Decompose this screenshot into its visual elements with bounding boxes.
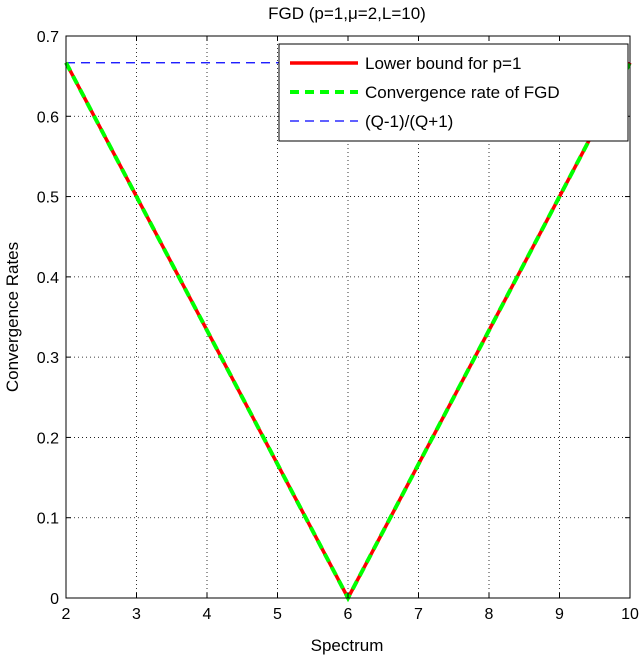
y-tick-label-2: 0.2 — [37, 430, 59, 447]
y-tick-label-6: 0.6 — [37, 109, 59, 126]
legend: Lower bound for p=1 Convergence rate of F… — [279, 44, 628, 141]
x-tick-label-8: 10 — [621, 606, 639, 623]
x-tick-label-1: 3 — [132, 606, 141, 623]
y-tick-label-0: 0 — [50, 591, 59, 608]
y-tick-label-5: 0.5 — [37, 190, 59, 207]
y-axis-title: Convergence Rates — [3, 242, 22, 392]
x-tick-label-4: 6 — [344, 606, 353, 623]
legend-label-0: Lower bound for p=1 — [365, 54, 521, 73]
y-tick-label-3: 0.3 — [37, 350, 59, 367]
x-tick-label-7: 9 — [555, 606, 564, 623]
y-tick-label-1: 0.1 — [37, 511, 59, 528]
y-tick-label-7: 0.7 — [37, 29, 59, 46]
x-tick-label-2: 4 — [203, 606, 212, 623]
x-axis-title: Spectrum — [311, 636, 384, 655]
legend-label-2: (Q-1)/(Q+1) — [365, 112, 453, 131]
y-tick-label-4: 0.4 — [37, 270, 59, 287]
legend-label-1: Convergence rate of FGD — [365, 83, 560, 102]
x-tick-label-6: 8 — [485, 606, 494, 623]
x-tick-label-3: 5 — [273, 606, 282, 623]
x-tick-label-5: 7 — [414, 606, 423, 623]
x-tick-label-0: 2 — [62, 606, 71, 623]
chart-title: FGD (p=1,μ=2,L=10) — [268, 4, 426, 23]
